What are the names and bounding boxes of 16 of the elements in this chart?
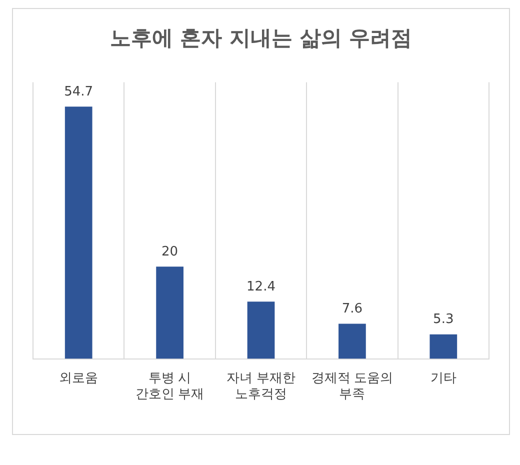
x-tick-label: 외로움 (59, 370, 98, 386)
x-tick-label: 자녀 부재한 노후걱정 (226, 370, 296, 401)
bar (64, 106, 92, 359)
data-label: 5.3 (433, 312, 454, 328)
bar (156, 266, 184, 359)
chart-title: 노후에 혼자 지내는 삶의 우려점 (110, 26, 412, 50)
data-label: 12.4 (246, 280, 276, 295)
bar (430, 334, 458, 359)
data-label: 54.7 (64, 84, 94, 100)
x-tick-label: 기타 (430, 370, 456, 386)
bar (338, 324, 366, 359)
x-tick-label: 경제적 도움의 부족 (311, 370, 394, 401)
x-tick-label: 투병 시 간호인 부재 (135, 370, 204, 401)
data-label: 7.6 (342, 302, 363, 317)
data-label: 20 (162, 244, 178, 260)
bar (247, 302, 275, 359)
